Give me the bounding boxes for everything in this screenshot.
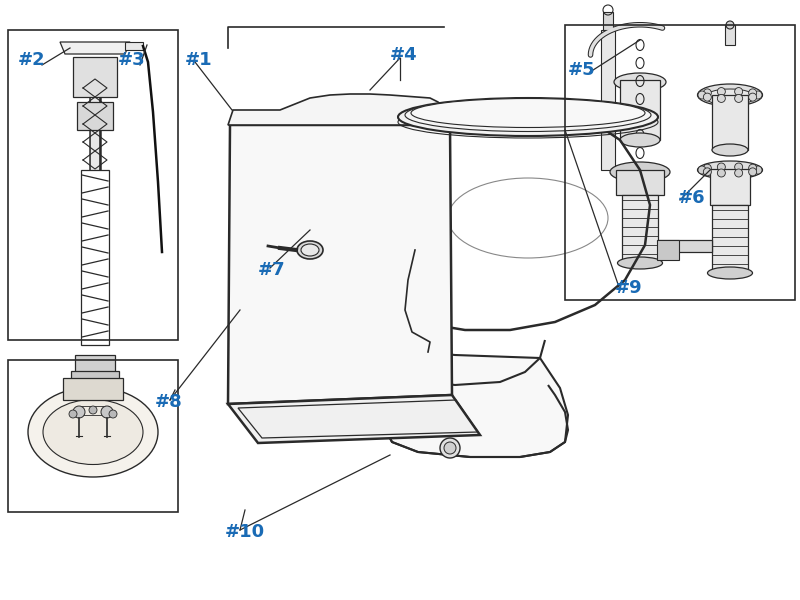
Ellipse shape — [618, 257, 662, 269]
Text: #3: #3 — [118, 51, 146, 69]
Text: #10: #10 — [225, 523, 265, 541]
Ellipse shape — [705, 89, 755, 105]
Bar — [71, 371, 119, 383]
Bar — [125, 42, 143, 50]
Circle shape — [440, 438, 460, 458]
Ellipse shape — [28, 387, 158, 477]
Ellipse shape — [405, 98, 651, 131]
Text: #4: #4 — [390, 46, 418, 64]
Bar — [710, 169, 750, 205]
Circle shape — [703, 168, 711, 176]
Ellipse shape — [297, 241, 323, 259]
Polygon shape — [383, 320, 568, 457]
Bar — [712, 95, 748, 150]
Circle shape — [73, 406, 85, 418]
Ellipse shape — [43, 400, 143, 464]
Ellipse shape — [398, 98, 658, 136]
Circle shape — [734, 169, 742, 177]
Circle shape — [754, 91, 762, 99]
Bar — [601, 30, 615, 170]
Bar — [565, 25, 795, 300]
Ellipse shape — [614, 73, 666, 91]
Ellipse shape — [698, 84, 762, 106]
Bar — [63, 378, 123, 400]
Bar — [658, 240, 712, 252]
Ellipse shape — [712, 144, 748, 156]
Bar — [725, 25, 735, 45]
Circle shape — [749, 164, 757, 172]
Bar — [620, 80, 660, 140]
Circle shape — [718, 94, 726, 103]
Text: #1: #1 — [185, 51, 213, 69]
Circle shape — [749, 89, 757, 97]
Ellipse shape — [610, 162, 670, 182]
Polygon shape — [60, 42, 130, 54]
Circle shape — [754, 166, 762, 174]
Circle shape — [734, 163, 742, 171]
Circle shape — [698, 166, 706, 174]
Circle shape — [718, 169, 726, 177]
Bar — [622, 195, 658, 260]
Text: #8: #8 — [155, 393, 182, 411]
Circle shape — [101, 406, 113, 418]
Ellipse shape — [620, 133, 660, 147]
Polygon shape — [228, 395, 480, 443]
Circle shape — [703, 93, 711, 101]
Circle shape — [109, 410, 117, 418]
Bar — [75, 355, 115, 373]
Circle shape — [89, 406, 97, 414]
Circle shape — [718, 88, 726, 95]
Bar — [8, 30, 178, 340]
Circle shape — [444, 442, 456, 454]
Text: #5: #5 — [568, 61, 596, 79]
Ellipse shape — [698, 161, 762, 179]
Bar — [73, 57, 117, 97]
Circle shape — [749, 168, 757, 176]
Ellipse shape — [301, 244, 319, 256]
Ellipse shape — [411, 98, 645, 127]
Circle shape — [718, 163, 726, 171]
Polygon shape — [228, 125, 452, 404]
Circle shape — [726, 21, 734, 29]
Bar — [712, 205, 748, 270]
Circle shape — [749, 93, 757, 101]
Text: #6: #6 — [678, 189, 706, 207]
Bar — [77, 102, 113, 130]
Bar — [616, 170, 664, 195]
Circle shape — [698, 91, 706, 99]
Circle shape — [703, 89, 711, 97]
Circle shape — [734, 88, 742, 95]
Text: #2: #2 — [18, 51, 46, 69]
Bar — [657, 240, 679, 260]
Circle shape — [734, 94, 742, 103]
Bar — [8, 360, 178, 512]
Polygon shape — [228, 94, 450, 125]
Bar — [81, 170, 109, 345]
Text: #9: #9 — [615, 279, 642, 297]
Circle shape — [703, 164, 711, 172]
Text: #7: #7 — [258, 261, 286, 279]
Circle shape — [69, 410, 77, 418]
Ellipse shape — [707, 267, 753, 279]
Bar — [603, 12, 613, 30]
Bar — [81, 382, 109, 420]
